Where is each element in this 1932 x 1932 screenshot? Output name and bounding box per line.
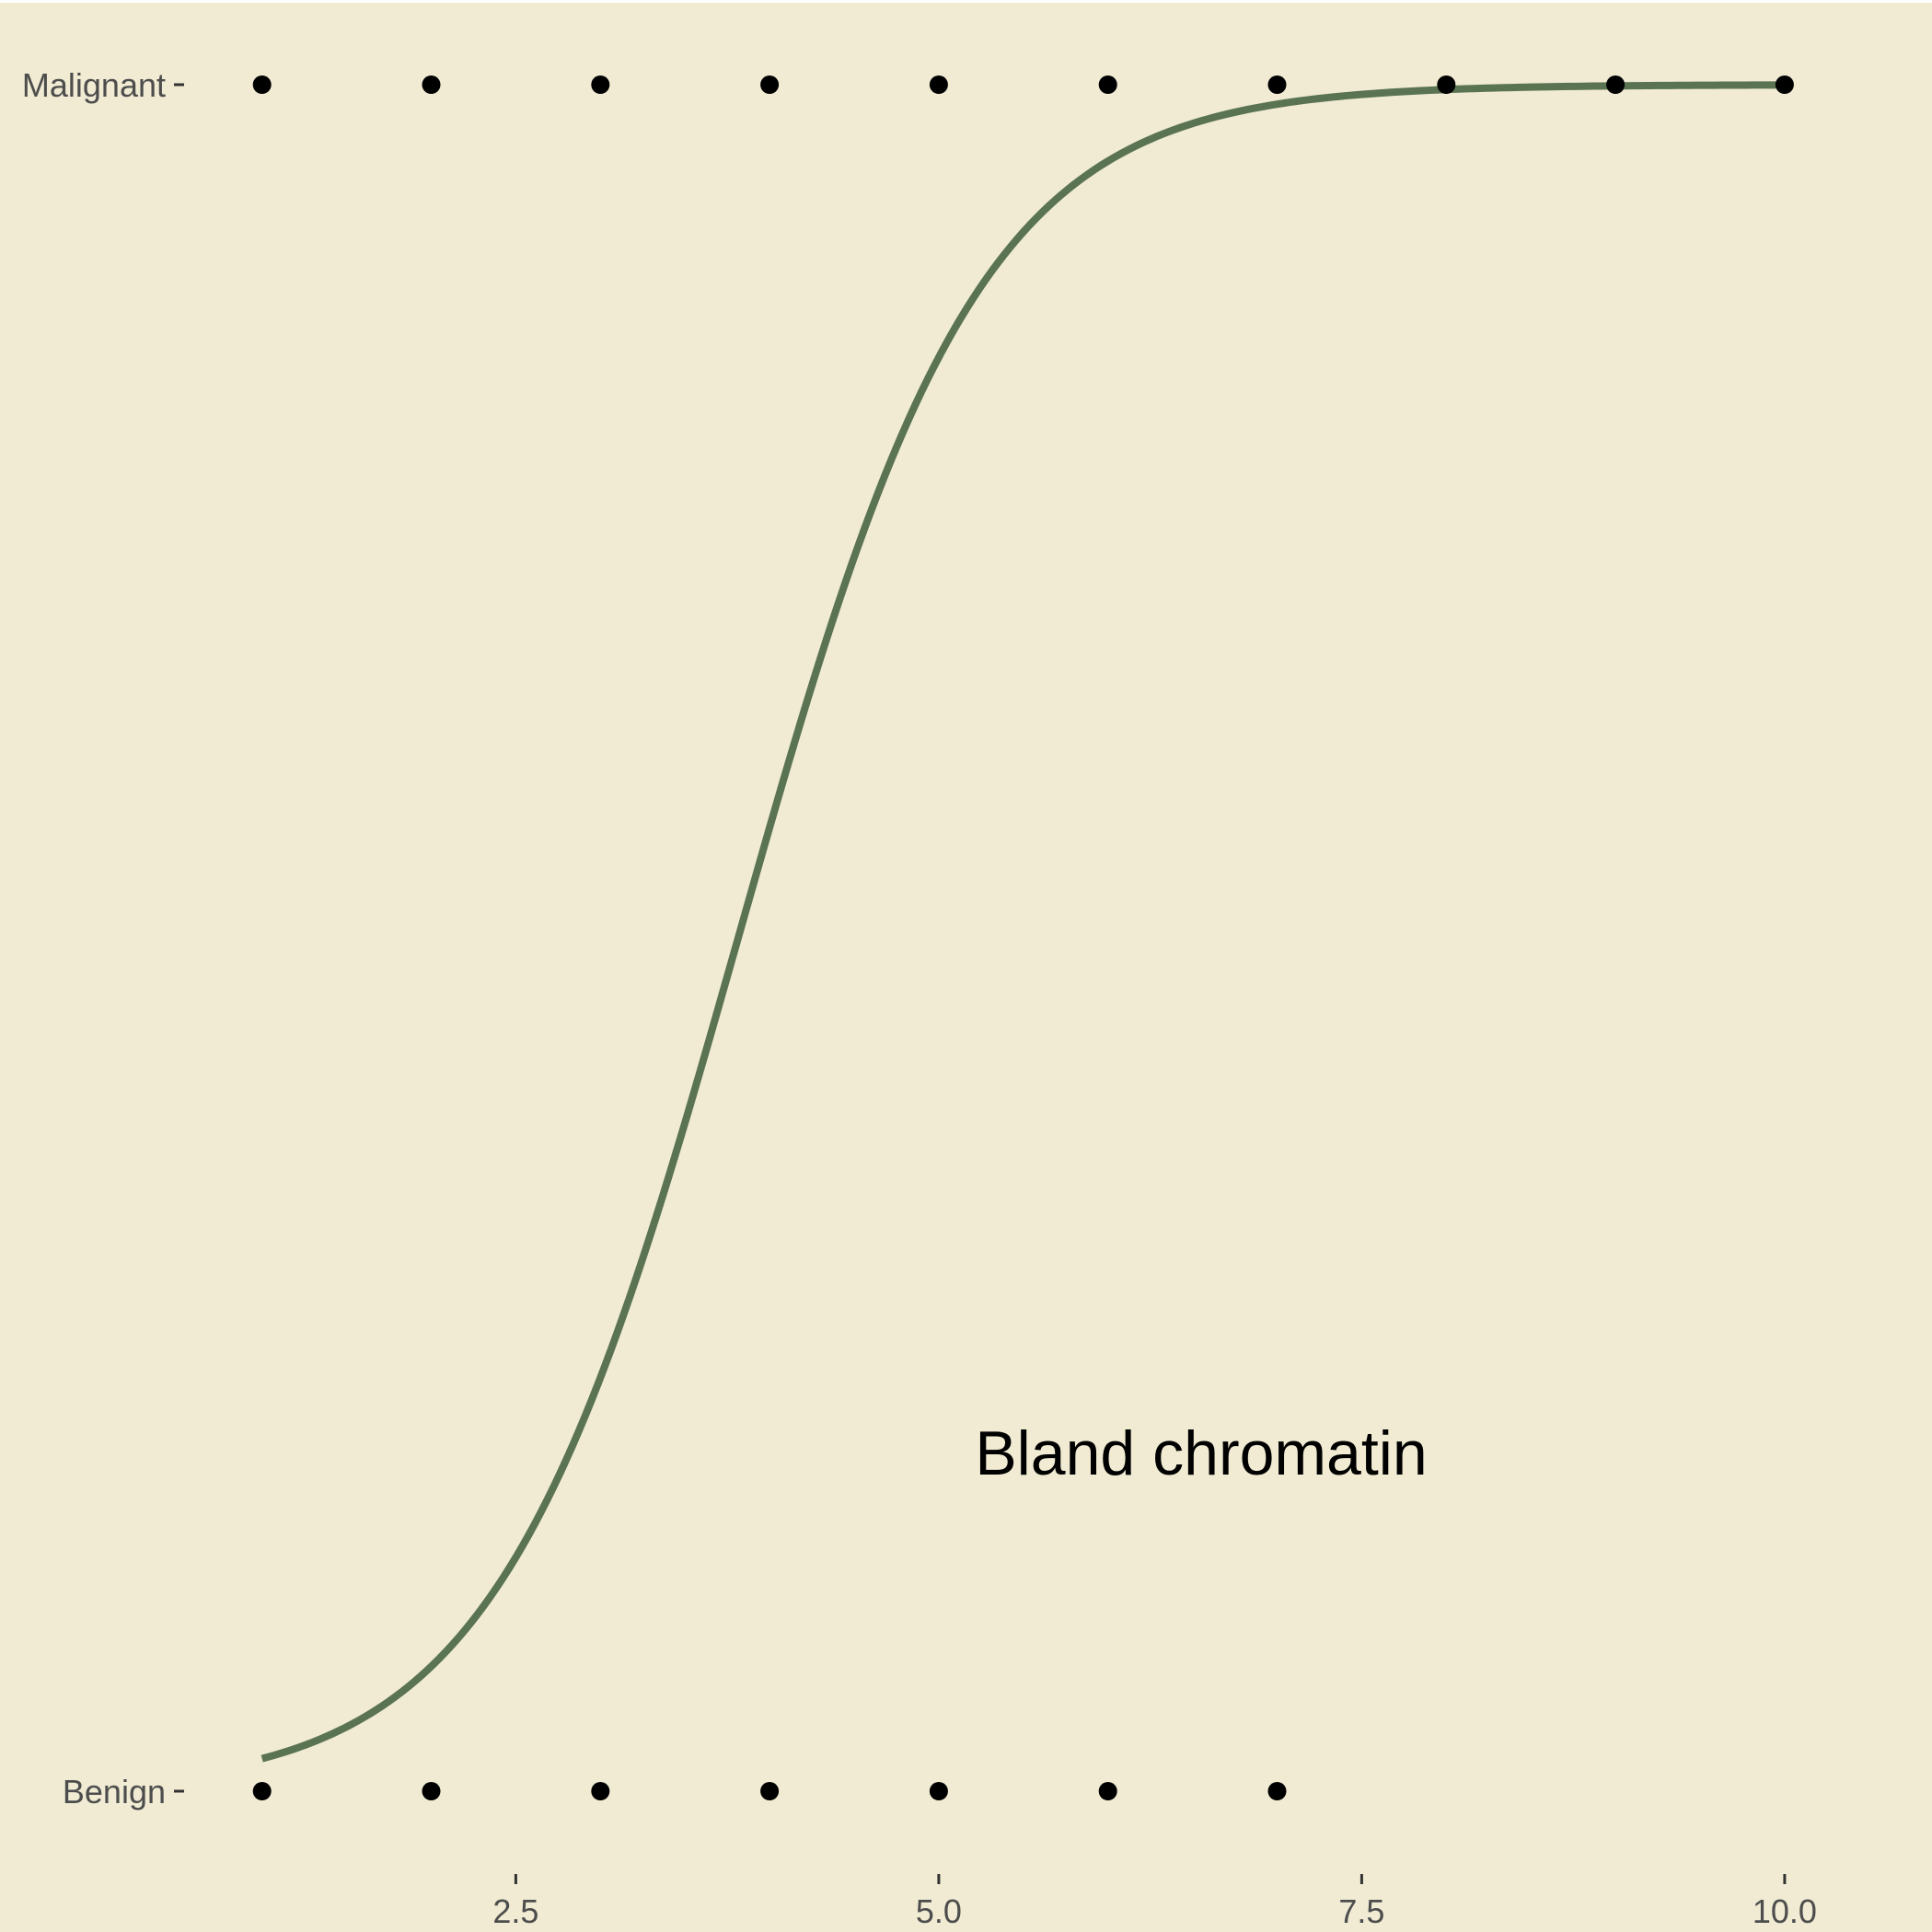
point-benign xyxy=(929,1782,948,1800)
x-tick-label: 7.5 xyxy=(1338,1892,1384,1930)
top-margin-band xyxy=(0,0,1932,3)
y-tick-label-benign: Benign xyxy=(63,1773,166,1811)
x-tick-label: 5.0 xyxy=(916,1892,962,1930)
point-benign xyxy=(422,1782,441,1800)
y-tick-label-malignant: Malignant xyxy=(22,66,166,104)
point-benign xyxy=(591,1782,610,1800)
x-tick-label: 10.0 xyxy=(1753,1892,1817,1930)
x-axis: 2.5 5.0 7.5 10.0 xyxy=(492,1874,1817,1930)
point-malignant xyxy=(252,75,272,94)
point-malignant xyxy=(591,75,610,94)
point-malignant xyxy=(1775,75,1794,94)
y-axis: Benign Malignant xyxy=(22,66,184,1811)
chart-annotation: Bland chromatin xyxy=(975,1418,1427,1488)
point-malignant xyxy=(929,75,948,94)
x-tick-label: 2.5 xyxy=(492,1892,538,1930)
fitted-curve-line xyxy=(260,81,1785,1763)
point-benign xyxy=(1267,1782,1287,1800)
point-malignant xyxy=(1098,75,1117,94)
data-points xyxy=(252,75,1794,1800)
point-benign xyxy=(1098,1782,1117,1800)
point-malignant xyxy=(760,75,780,94)
point-malignant xyxy=(1606,75,1625,94)
point-malignant xyxy=(1437,75,1456,94)
point-malignant xyxy=(1267,75,1287,94)
point-benign xyxy=(760,1782,780,1800)
point-benign xyxy=(252,1782,272,1800)
point-malignant xyxy=(422,75,441,94)
